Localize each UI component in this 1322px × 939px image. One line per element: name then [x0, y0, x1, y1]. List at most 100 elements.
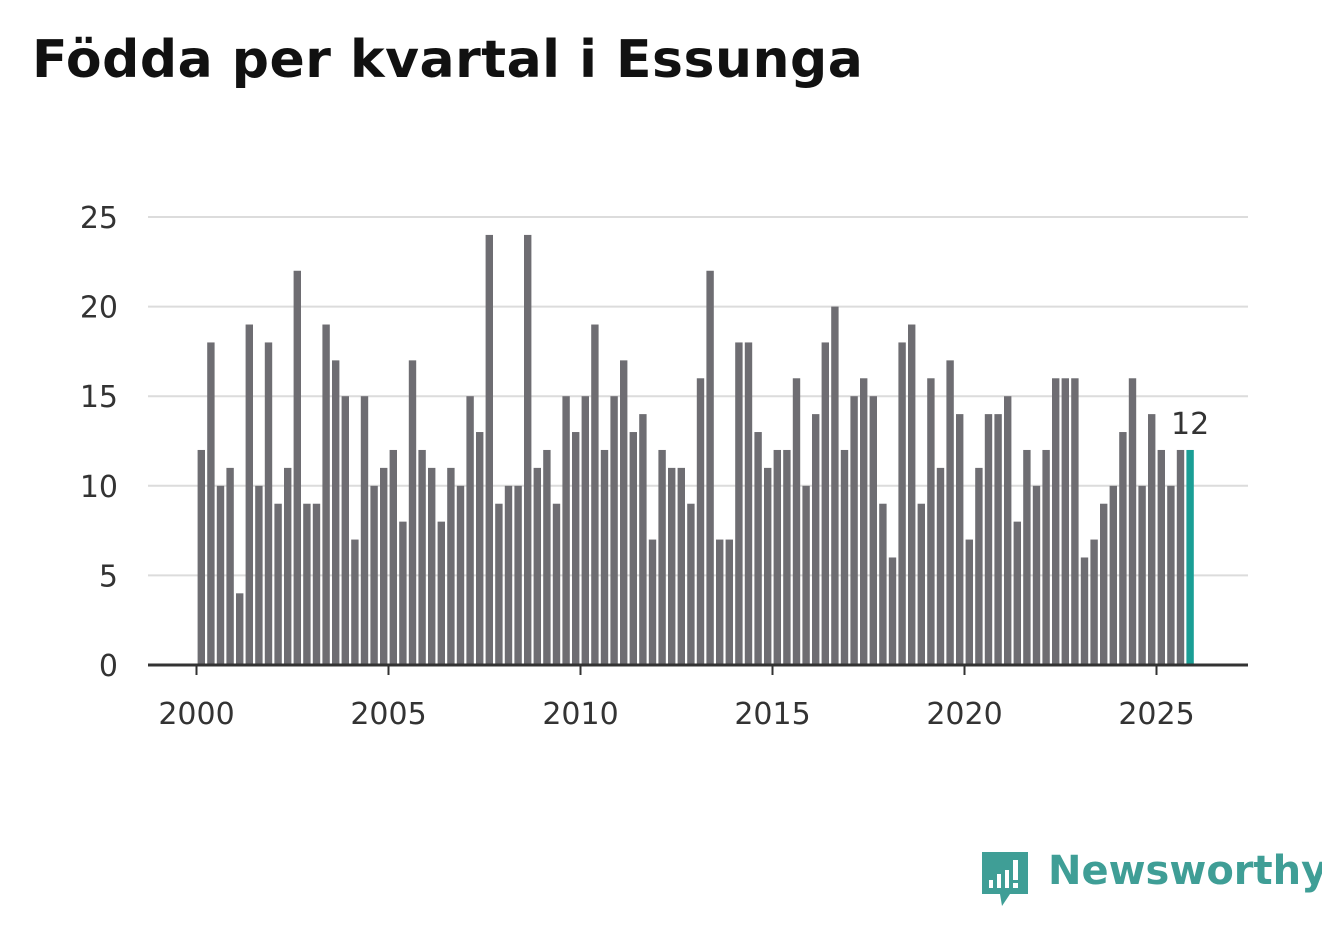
bar — [495, 503, 503, 665]
y-tick-label: 20 — [80, 291, 118, 326]
y-tick-label: 5 — [99, 559, 118, 594]
y-tick-label: 25 — [80, 201, 118, 236]
bar — [1004, 396, 1012, 665]
bar — [351, 539, 359, 665]
bar — [1061, 378, 1069, 665]
bar — [888, 557, 897, 665]
bar — [1071, 378, 1079, 665]
bar — [274, 503, 282, 665]
bar — [658, 449, 666, 665]
bar — [399, 521, 407, 665]
bar — [610, 396, 618, 665]
bar — [620, 360, 628, 665]
bar — [860, 378, 868, 665]
bar — [456, 485, 465, 665]
bar — [975, 467, 983, 665]
bar — [437, 521, 445, 665]
bar — [754, 432, 762, 665]
bar — [303, 503, 311, 665]
bar — [1023, 449, 1031, 665]
x-tick-label: 2020 — [926, 697, 1002, 732]
bar — [812, 414, 820, 665]
bar — [447, 467, 455, 665]
bar — [408, 360, 417, 665]
bars — [197, 234, 1194, 666]
bar — [1100, 503, 1108, 665]
bar — [389, 449, 397, 665]
bar — [879, 503, 887, 665]
x-axis: 2000 2005 2010 2015 2020 2025 — [148, 663, 1248, 732]
bar — [908, 324, 916, 665]
bar — [562, 396, 570, 665]
last-value-label: 12 — [1171, 407, 1209, 442]
x-tick-label: 2005 — [350, 697, 426, 732]
bar — [936, 467, 945, 665]
bar — [1032, 485, 1041, 665]
bar — [629, 432, 637, 665]
bar — [322, 324, 330, 665]
bar — [514, 485, 522, 665]
bar — [466, 396, 474, 665]
chart-title: Födda per kvartal i Essunga — [32, 30, 864, 90]
bar — [687, 503, 695, 665]
x-tick-label: 2010 — [542, 697, 618, 732]
bar — [428, 467, 436, 665]
bar — [524, 234, 532, 666]
y-axis-ticks: 0 5 10 15 20 25 — [80, 201, 118, 684]
bar — [216, 485, 225, 665]
bar — [1090, 539, 1098, 665]
bar — [572, 432, 580, 665]
bar — [946, 360, 954, 665]
bar — [207, 342, 215, 665]
bar — [773, 449, 781, 665]
y-tick-label: 15 — [80, 380, 118, 415]
y-tick-label: 0 — [99, 649, 118, 684]
bar — [236, 593, 244, 665]
bar — [284, 467, 292, 665]
bar — [1013, 521, 1021, 665]
bar — [600, 449, 609, 665]
bar — [1052, 378, 1060, 665]
bar — [869, 396, 877, 665]
bar-highlight — [1186, 449, 1194, 665]
bar — [994, 414, 1002, 665]
bar — [476, 432, 484, 665]
bar — [312, 503, 321, 665]
bar — [1042, 449, 1050, 665]
bar — [1138, 485, 1146, 665]
bar — [696, 378, 705, 665]
bar — [802, 485, 810, 665]
bar — [293, 270, 301, 665]
bar — [1109, 485, 1117, 665]
bar — [706, 270, 714, 665]
newsworthy-logo-icon — [982, 852, 1028, 906]
bar — [370, 485, 378, 665]
bar — [533, 467, 541, 665]
y-tick-label: 10 — [80, 470, 118, 505]
bar — [591, 324, 599, 665]
bar — [341, 396, 349, 665]
bar — [264, 342, 273, 665]
annotations: 12 — [1171, 407, 1209, 442]
bar — [735, 342, 743, 665]
bar — [226, 467, 234, 665]
bar — [725, 539, 733, 665]
bar — [850, 396, 858, 665]
bar — [360, 396, 369, 665]
bar — [831, 306, 839, 665]
bar — [197, 449, 205, 665]
bar — [840, 449, 849, 665]
bar — [543, 449, 551, 665]
bar — [332, 360, 340, 665]
bar — [744, 342, 753, 665]
bar — [485, 234, 493, 666]
newsworthy-logo — [982, 852, 1028, 906]
bar — [965, 539, 973, 665]
bar — [581, 396, 589, 665]
bar — [917, 503, 925, 665]
bar — [1128, 378, 1137, 665]
bar — [552, 503, 561, 665]
bar — [783, 449, 791, 665]
x-tick-label: 2015 — [734, 697, 810, 732]
bar — [1176, 449, 1185, 665]
